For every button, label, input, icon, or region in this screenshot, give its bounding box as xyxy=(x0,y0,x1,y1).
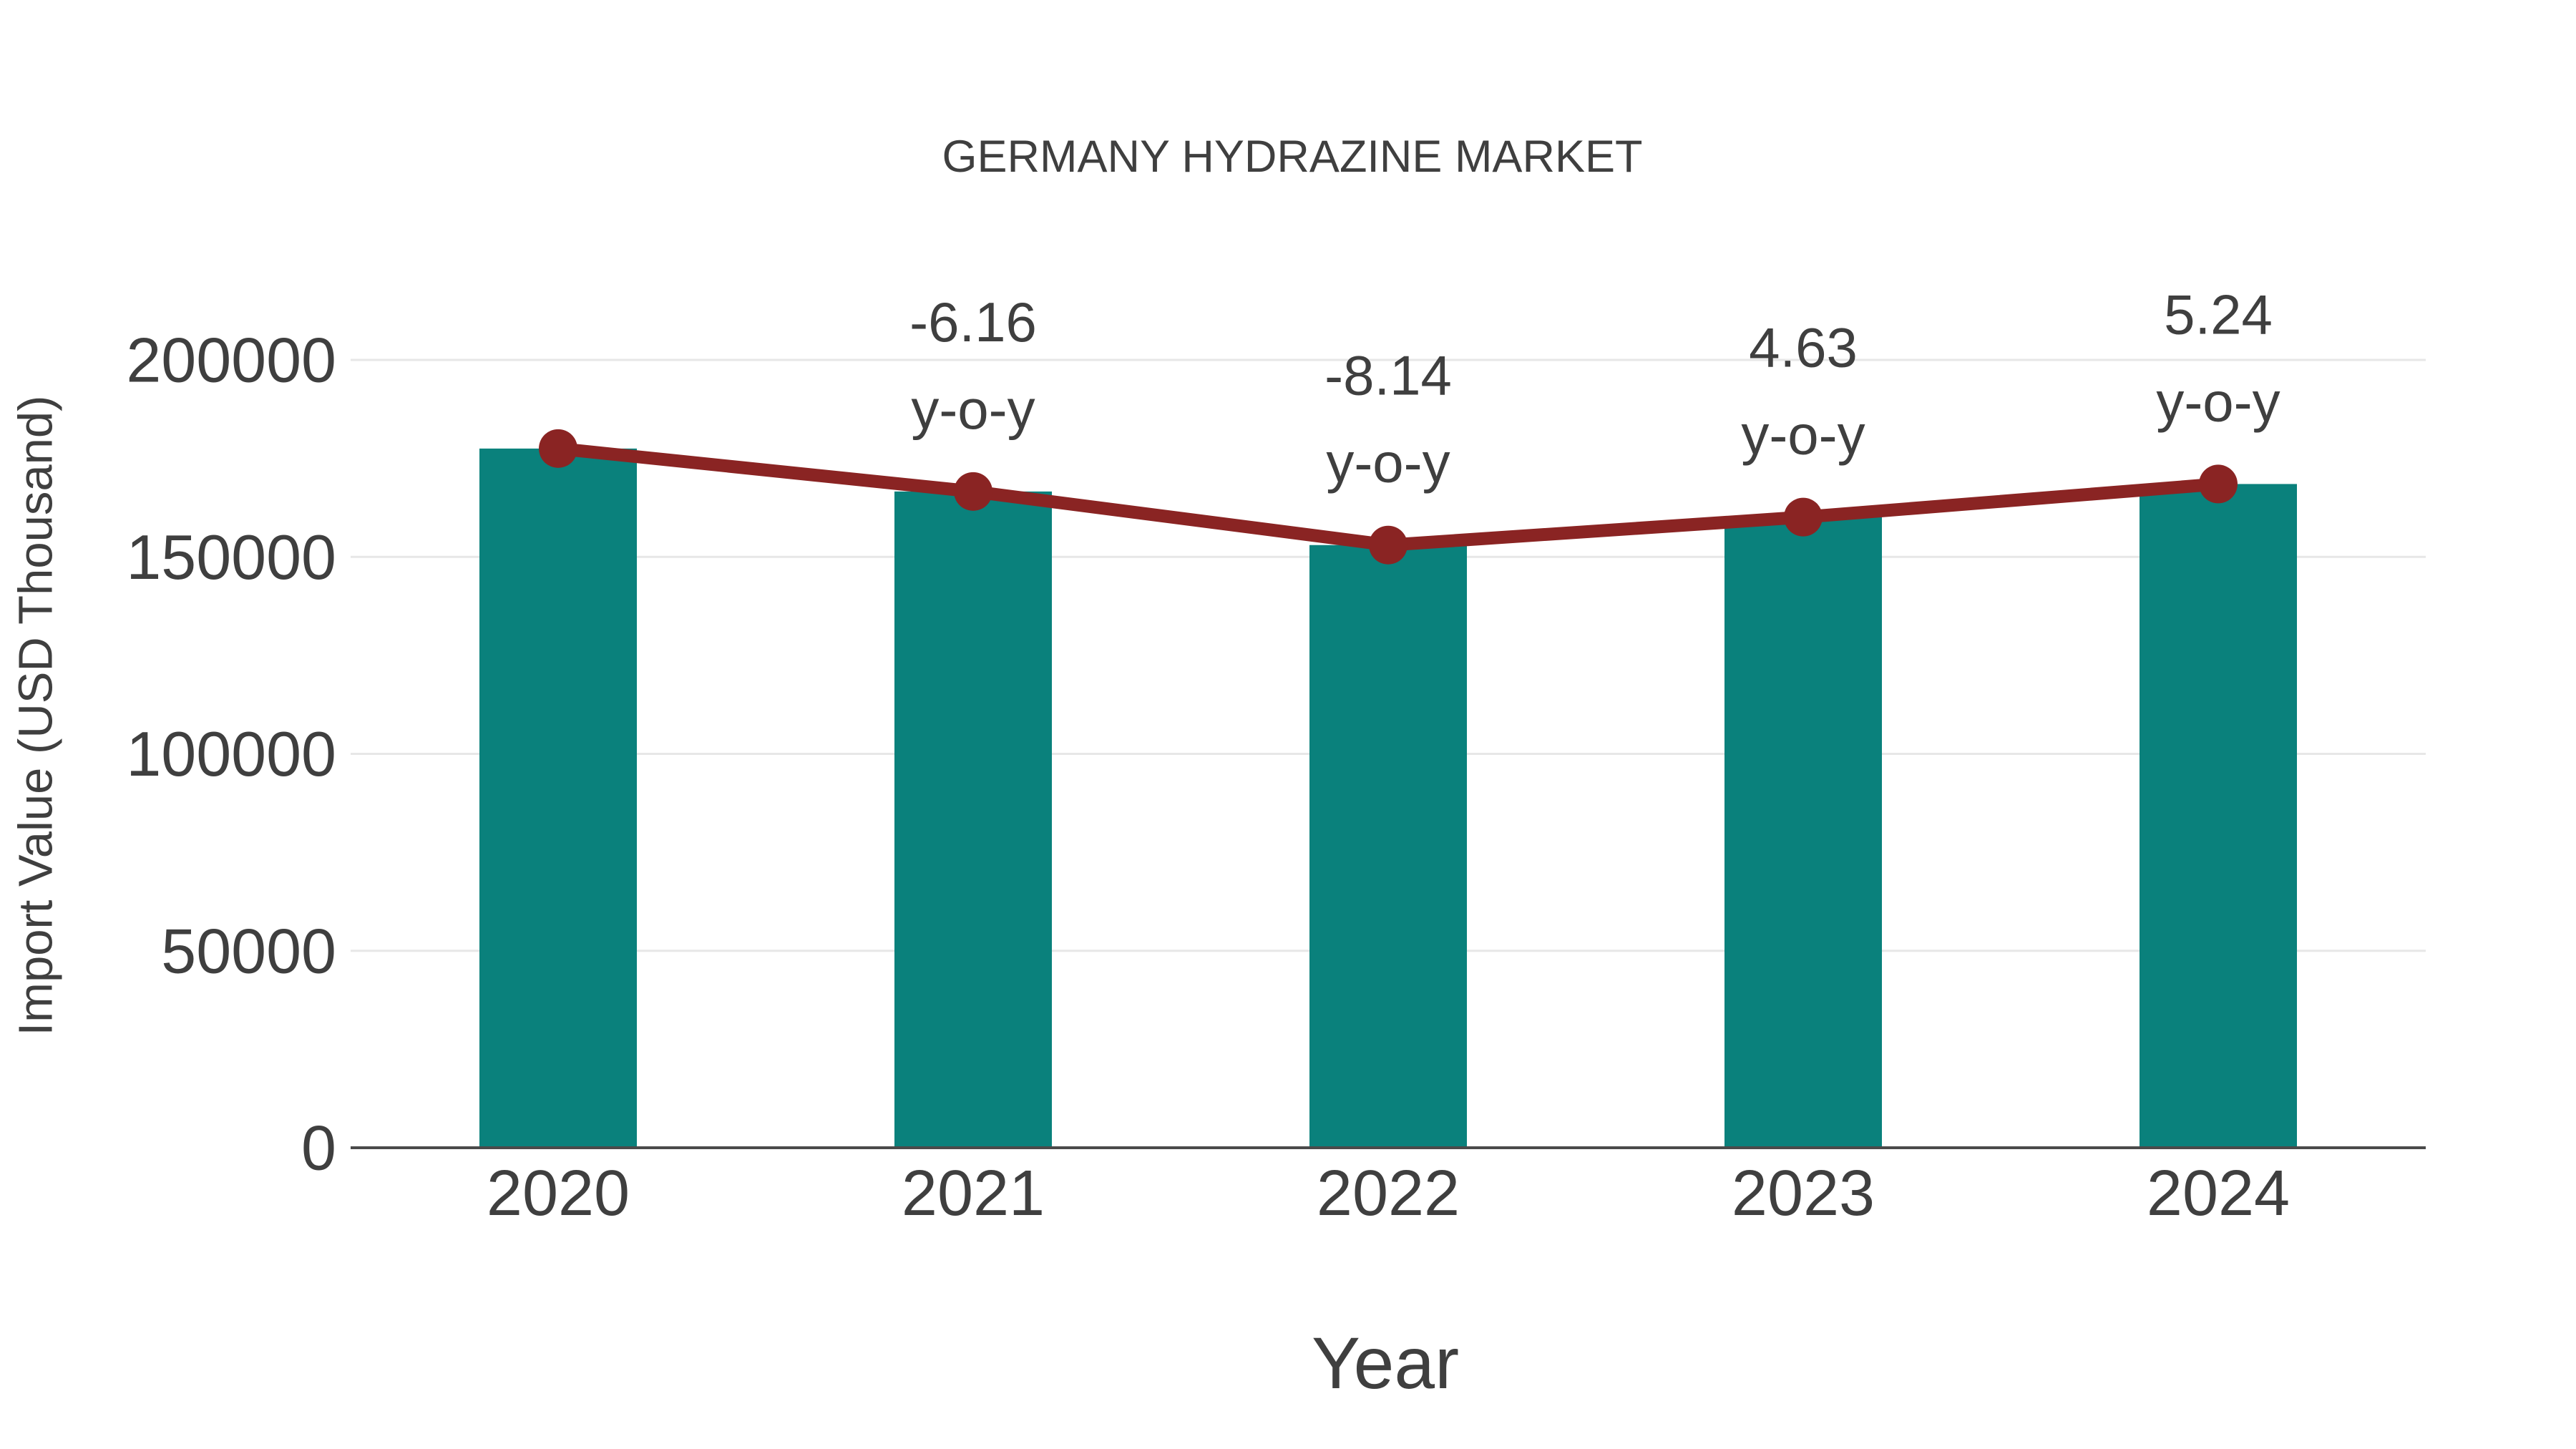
bar-2022[interactable] xyxy=(1309,545,1467,1148)
y-tick-label-0: 0 xyxy=(301,1113,336,1184)
point-labels: -6.16 y-o-y -8.14 y-o-y 4.63 y-o-y 5.24 y-o-y xyxy=(909,283,2280,494)
yoy-suffix-2024: y-o-y xyxy=(2156,370,2280,433)
yoy-suffix-2023: y-o-y xyxy=(1741,404,1865,467)
yoy-value-2022: -8.14 xyxy=(1324,344,1452,407)
bar-series xyxy=(479,448,2297,1148)
trend-marker-2021[interactable] xyxy=(954,472,992,511)
x-tick-label-2023: 2023 xyxy=(1732,1158,1875,1229)
y-tick-label-50000: 50000 xyxy=(161,915,336,986)
trend-marker-2022[interactable] xyxy=(1369,525,1407,565)
x-tick-label-2020: 2020 xyxy=(487,1158,630,1229)
yoy-suffix-2022: y-o-y xyxy=(1326,431,1450,494)
bar-2021[interactable] xyxy=(894,491,1052,1148)
x-tick-labels: 2020 2021 2022 2023 2024 xyxy=(487,1158,2290,1229)
y-tick-label-150000: 150000 xyxy=(126,522,336,592)
trend-marker-2023[interactable] xyxy=(1784,497,1823,537)
y-axis-title: Import Value (USD Thousand) xyxy=(9,396,63,1036)
yoy-value-2021: -6.16 xyxy=(909,291,1037,353)
y-tick-label-100000: 100000 xyxy=(126,718,336,789)
y-tick-label-200000: 200000 xyxy=(126,325,336,396)
yoy-suffix-2021: y-o-y xyxy=(911,378,1035,441)
x-tick-label-2021: 2021 xyxy=(902,1158,1045,1229)
yoy-value-2024: 5.24 xyxy=(2164,283,2273,346)
yoy-value-2023: 4.63 xyxy=(1749,316,1858,379)
x-axis-title: Year xyxy=(1312,1322,1459,1404)
trend-line-series xyxy=(539,429,2238,565)
bar-2023[interactable] xyxy=(1724,517,1882,1148)
bar-2020[interactable] xyxy=(479,448,637,1148)
chart-title: GERMANY HYDRAZINE MARKET xyxy=(942,132,1643,182)
trend-marker-2024[interactable] xyxy=(2199,464,2238,504)
x-tick-label-2022: 2022 xyxy=(1317,1158,1460,1229)
bar-2024[interactable] xyxy=(2140,484,2297,1148)
trend-marker-2020[interactable] xyxy=(539,429,577,468)
x-tick-label-2024: 2024 xyxy=(2147,1158,2290,1229)
y-tick-labels: 0 50000 100000 150000 200000 xyxy=(126,325,336,1184)
